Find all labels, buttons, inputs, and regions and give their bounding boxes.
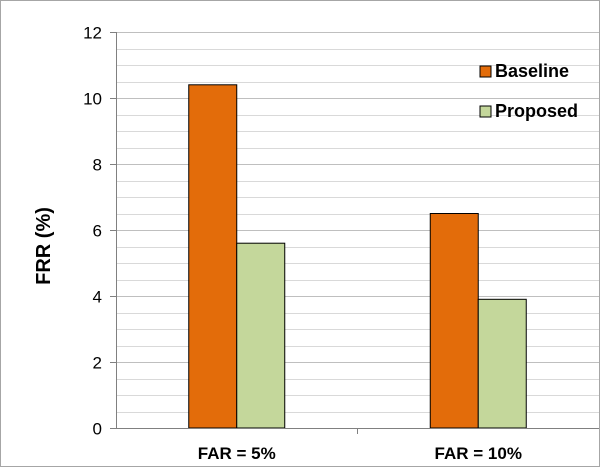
y-tick-label: 6	[93, 222, 102, 241]
x-category-label: FAR = 10%	[435, 444, 522, 463]
y-tick-labels: 0 2 4 6 8 10 12	[83, 24, 102, 439]
bar-baseline-1	[188, 84, 238, 429]
y-tick-label: 2	[93, 354, 102, 373]
bar-proposed-1	[236, 242, 286, 429]
legend-swatch-proposed	[479, 105, 492, 118]
bar-group	[188, 84, 527, 429]
legend-label-baseline: Baseline	[495, 61, 569, 81]
axes	[110, 32, 599, 434]
bar-baseline-2	[429, 213, 479, 429]
legend: Baseline Proposed	[479, 61, 578, 121]
y-tick-label: 0	[93, 420, 102, 439]
x-category-labels: FAR = 5% FAR = 10%	[198, 444, 522, 463]
y-tick-label: 8	[93, 156, 102, 175]
legend-label-proposed: Proposed	[495, 101, 578, 121]
y-tick-label: 12	[83, 24, 102, 43]
legend-swatch-baseline	[479, 65, 492, 78]
y-axis-title: FRR (%)	[33, 207, 55, 285]
y-tick-label: 10	[83, 90, 102, 109]
y-tick-label: 4	[93, 288, 102, 307]
bar-proposed-2	[477, 298, 527, 429]
x-category-label: FAR = 5%	[198, 444, 276, 463]
